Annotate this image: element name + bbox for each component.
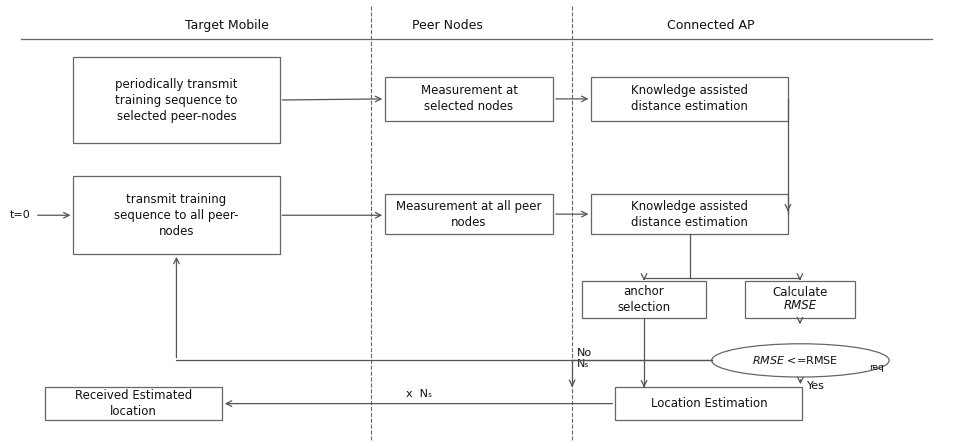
Text: Location Estimation: Location Estimation [650,397,766,410]
FancyBboxPatch shape [615,387,801,420]
Text: Calculate: Calculate [772,286,826,299]
Text: Measurement at
selected nodes: Measurement at selected nodes [420,84,517,113]
Text: Nₛ: Nₛ [577,359,589,369]
Text: Yes: Yes [806,381,825,392]
FancyBboxPatch shape [581,281,705,318]
Text: Target Mobile: Target Mobile [185,19,268,32]
Ellipse shape [711,344,888,377]
FancyBboxPatch shape [744,281,854,318]
FancyBboxPatch shape [73,177,280,254]
FancyBboxPatch shape [384,194,553,234]
Text: Knowledge assisted
distance estimation: Knowledge assisted distance estimation [630,84,748,113]
Text: Connected AP: Connected AP [667,19,754,32]
FancyBboxPatch shape [591,194,787,234]
Text: anchor
selection: anchor selection [617,285,670,314]
Text: transmit training
sequence to all peer-
nodes: transmit training sequence to all peer- … [114,193,238,238]
Text: Knowledge assisted
distance estimation: Knowledge assisted distance estimation [630,200,748,229]
Text: No: No [577,348,591,358]
Text: x  Nₛ: x Nₛ [406,389,431,399]
Text: t=0: t=0 [10,210,30,220]
Text: Received Estimated
location: Received Estimated location [75,389,191,418]
FancyBboxPatch shape [73,57,280,143]
Text: req: req [869,363,883,372]
FancyBboxPatch shape [384,77,553,121]
Text: $\mathit{RMSE}$ <=RMSE: $\mathit{RMSE}$ <=RMSE [752,355,838,367]
Text: periodically transmit
training sequence to
selected peer-nodes: periodically transmit training sequence … [115,78,237,123]
Text: Measurement at all peer
nodes: Measurement at all peer nodes [396,200,541,229]
Text: RMSE: RMSE [782,299,816,312]
FancyBboxPatch shape [44,387,222,420]
Text: Peer Nodes: Peer Nodes [411,19,482,32]
FancyBboxPatch shape [591,77,787,121]
